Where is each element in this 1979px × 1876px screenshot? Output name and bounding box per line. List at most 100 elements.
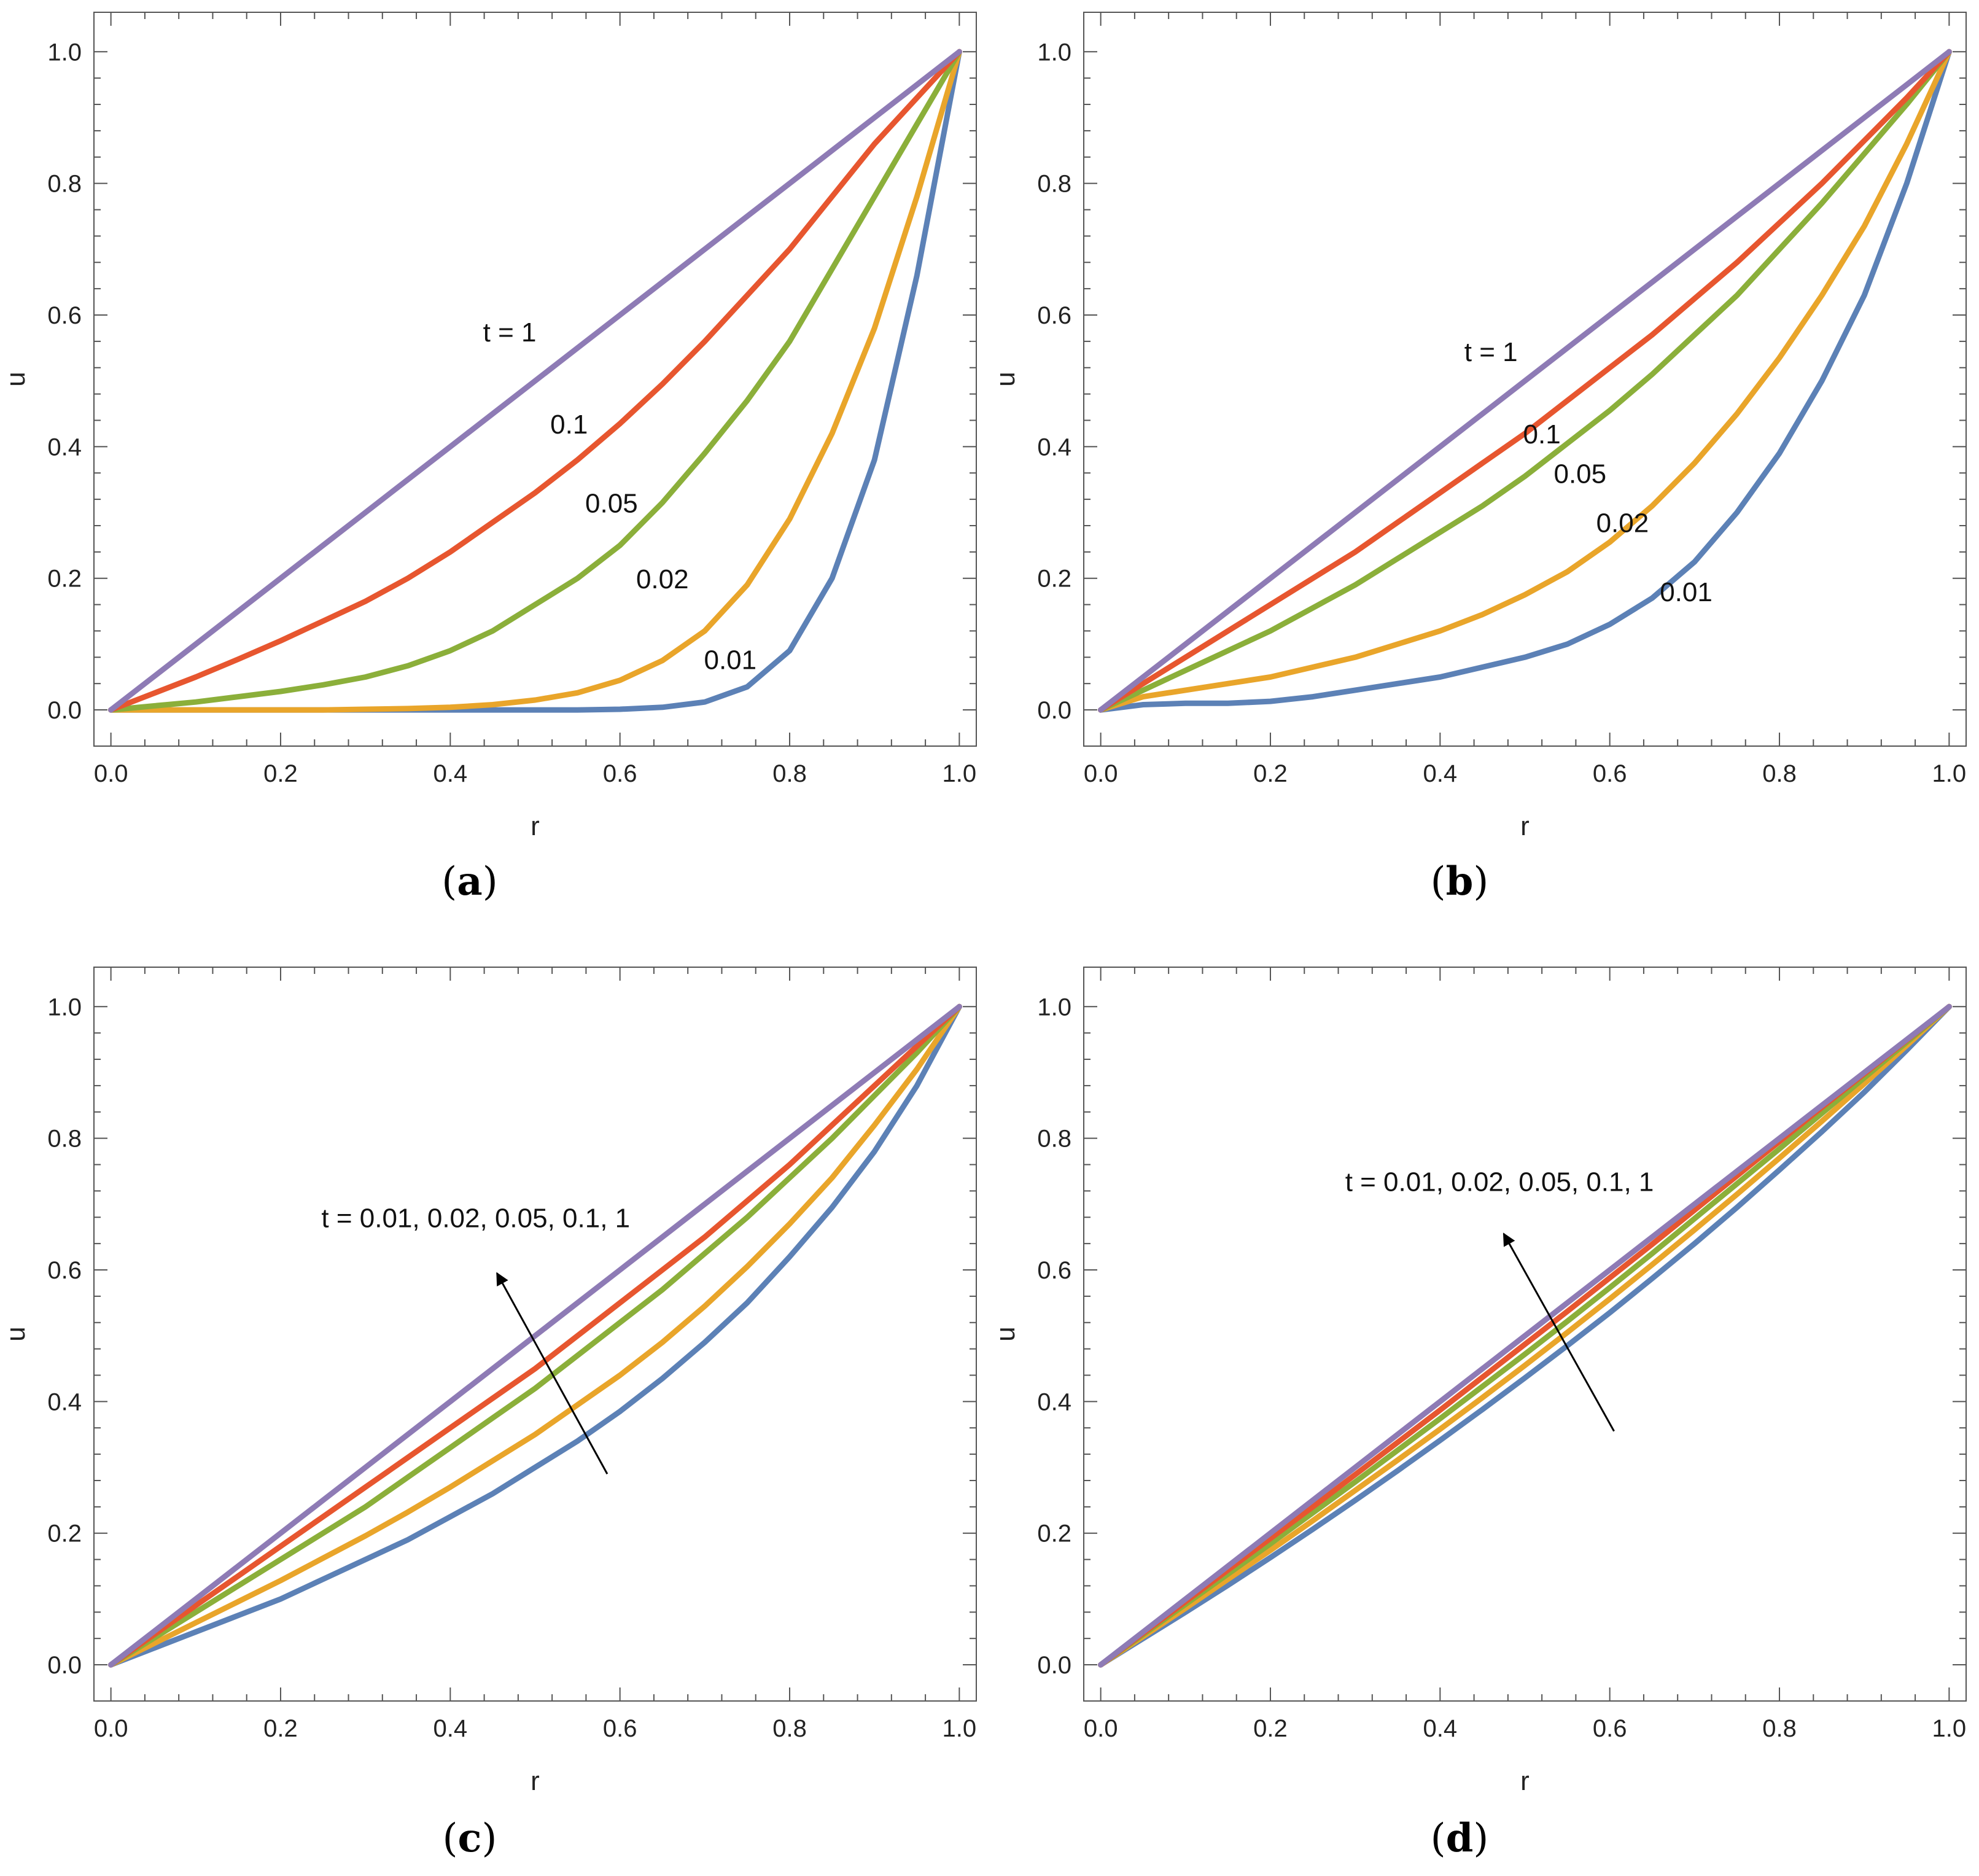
panel-c-x-tick-label: 1.0 [943, 1715, 977, 1742]
panel-c-y-axis-label: u [1, 1326, 31, 1341]
panel-a-x-tick-label: 0.6 [603, 760, 637, 787]
panel-c-curve-label: t = 0.01, 0.02, 0.05, 0.1, 1 [321, 1203, 630, 1233]
panel-d-series-t-0-05 [1098, 1003, 1952, 1668]
panel-b-x-tick-label: 0.2 [1253, 760, 1288, 787]
panel-a-y-tick-label: 0.4 [47, 434, 82, 461]
panel-d-letter: d [1446, 1815, 1474, 1861]
panel-c-series-t-1 [108, 1003, 962, 1668]
panel-c-x-tick-label: 0.0 [94, 1715, 128, 1742]
panel-a-x-axis-label: r [531, 811, 540, 841]
panel-a-y-tick-label: 0.6 [47, 302, 82, 329]
panel-c-x-tick-label: 0.2 [263, 1715, 298, 1742]
panel-d-x-tick-label: 0.2 [1253, 1715, 1288, 1742]
panel-a-series-t-0-02 [108, 49, 962, 713]
panel-c-series-t-0-1 [108, 1003, 962, 1668]
panel-c-ticks [94, 967, 976, 1701]
panel-c-caption: (c) [443, 1815, 497, 1861]
panel-b-x-tick-label: 0.6 [1593, 760, 1627, 787]
panel-b-series-t-0-05 [1098, 49, 1952, 713]
panel-a-series-t-1 [108, 49, 962, 713]
panel-a-y-tick-label: 1.0 [47, 39, 82, 66]
panel-a-y-axis-label: u [1, 372, 31, 386]
panel-d-x-tick-label: 0.0 [1084, 1715, 1118, 1742]
panel-c: (c) 0.0 0.2 0.4 0.6 0.8 1.0 0.0 0.2 0.4 0.6 0.8 1.0… [1, 967, 977, 1861]
panel-b-y-tick-label: 0.0 [1037, 697, 1071, 724]
panel-b-curve-label: 0.05 [1553, 459, 1606, 489]
panel-b-caption: (b) [1431, 858, 1489, 905]
panel-c-series-t-0-01 [108, 1003, 962, 1668]
panel-c-x-tick-label: 0.4 [434, 1715, 468, 1742]
panel-d-y-tick-label: 0.6 [1037, 1257, 1071, 1284]
panel-d-y-tick-label: 1.0 [1037, 994, 1071, 1021]
panel-a-x-tick-label: 0.0 [94, 760, 128, 787]
panel-b-curve-label: 0.1 [1523, 419, 1561, 450]
panel-a-plot-frame [93, 12, 977, 747]
panel-b-y-tick-label: 1.0 [1037, 39, 1071, 66]
panel-d-x-tick-label: 0.4 [1423, 1715, 1458, 1742]
panel-b-curve-label: t = 1 [1464, 337, 1518, 367]
panel-a-series-t-0-1 [108, 49, 962, 713]
panel-b-series-t-0-1 [1098, 49, 1952, 713]
panel-a-y-tick-label: 0.8 [47, 171, 82, 198]
panel-d-x-tick-label: 1.0 [1932, 1715, 1967, 1742]
panel-a-series-t-0-05 [108, 49, 962, 713]
panel-c-y-tick-label: 0.6 [47, 1257, 82, 1284]
panel-a-letter: a [457, 858, 482, 905]
panel-d-x-axis-label: r [1520, 1766, 1530, 1796]
panel-d-y-axis-label: u [990, 1326, 1021, 1341]
panel-a-ticks [94, 12, 976, 746]
panel-a-y-tick-label: 0.2 [47, 566, 82, 593]
panel-b-x-tick-label: 0.8 [1762, 760, 1797, 787]
panel-c-y-tick-label: 0.0 [47, 1652, 82, 1679]
panel-a-x-tick-label: 0.4 [434, 760, 468, 787]
panel-c-series-t-0-02 [108, 1003, 962, 1668]
panel-b-x-tick-label: 0.4 [1423, 760, 1458, 787]
panel-a-curve-label: 0.05 [585, 489, 638, 519]
panel-a-curve-label: 0.02 [636, 564, 689, 594]
panel-b-plot-frame [1083, 12, 1967, 747]
panel-d-x-tick-label: 0.6 [1593, 1715, 1627, 1742]
panel-a-caption: (a) [441, 858, 497, 905]
panel-a-x-tick-label: 0.2 [263, 760, 298, 787]
panel-d-series-t-0-02 [1098, 1003, 1952, 1668]
panel-b-x-tick-label: 0.0 [1084, 760, 1118, 787]
panel-b-x-axis-label: r [1520, 811, 1530, 841]
panel-d-y-tick-label: 0.4 [1037, 1388, 1071, 1415]
panel-d-ticks [1084, 967, 1966, 1701]
panel-d-curve-label: t = 0.01, 0.02, 0.05, 0.1, 1 [1345, 1167, 1654, 1197]
panel-c-x-tick-label: 0.6 [603, 1715, 637, 1742]
panel-d-y-tick-label: 0.2 [1037, 1520, 1071, 1547]
panel-c-trend-arrow [496, 1272, 608, 1474]
panel-c-letter: c [458, 1815, 482, 1861]
panel-a-curve-label: 0.1 [550, 410, 588, 440]
panel-d-series-t-0-01 [1098, 1003, 1952, 1668]
panel-d: (d) 0.0 0.2 0.4 0.6 0.8 1.0 0.0 0.2 0.4 0.6 0.8 1.0… [990, 967, 1967, 1861]
panel-b-curve-label: 0.02 [1596, 508, 1649, 539]
panel-a-x-tick-label: 1.0 [943, 760, 977, 787]
panel-b-curve-label: 0.01 [1660, 577, 1713, 607]
panel-d-y-tick-label: 0.0 [1037, 1652, 1071, 1679]
panel-d-caption: (d) [1431, 1815, 1489, 1861]
panel-c-x-axis-label: r [531, 1766, 540, 1796]
panel-a-curve-label: 0.01 [704, 645, 756, 675]
panel-a-curve-label: t = 1 [483, 317, 537, 348]
panel-d-plot-frame [1083, 967, 1967, 1702]
panel-a: (a) 0.0 0.2 0.4 0.6 0.8 1.0 0.0 0.2 0.4 0.6 0.8 1.0… [1, 12, 977, 905]
panel-c-series-t-0-05 [108, 1003, 962, 1668]
panel-b-x-tick-label: 1.0 [1932, 760, 1967, 787]
panel-d-x-tick-label: 0.8 [1762, 1715, 1797, 1742]
panel-c-y-tick-label: 0.4 [47, 1388, 82, 1415]
panel-b-ticks [1084, 12, 1966, 746]
panel-c-x-tick-label: 0.8 [772, 1715, 807, 1742]
panel-b: (b) 0.0 0.2 0.4 0.6 0.8 1.0 0.0 0.2 0.4 0.6 0.8 1.0… [990, 12, 1967, 905]
panel-b-y-axis-label: u [990, 372, 1021, 386]
panel-b-y-tick-label: 0.6 [1037, 302, 1071, 329]
panel-b-y-tick-label: 0.2 [1037, 566, 1071, 593]
panel-c-y-tick-label: 1.0 [47, 994, 82, 1021]
panel-b-y-tick-label: 0.8 [1037, 171, 1071, 198]
panel-b-series-t-0-02 [1098, 49, 1952, 713]
panel-b-letter: b [1446, 858, 1474, 905]
panel-c-plot-frame [93, 967, 977, 1702]
panel-a-x-tick-label: 0.8 [772, 760, 807, 787]
